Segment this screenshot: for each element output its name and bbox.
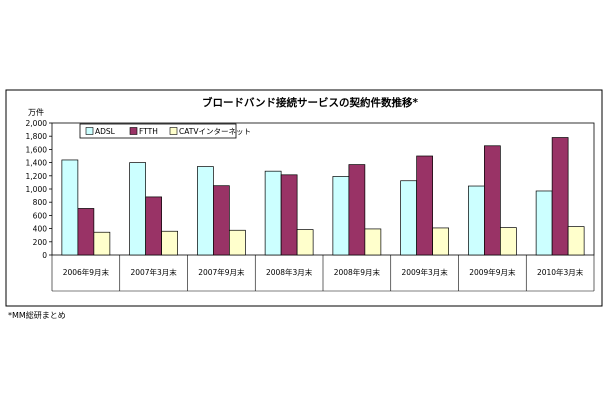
bars [61, 137, 585, 256]
source-note: *MM総研まとめ [8, 311, 66, 320]
bar-adsl-4 [332, 176, 350, 256]
x-tick-label: 2008年9月末 [334, 267, 381, 277]
x-tick-label: 2009年3月末 [401, 267, 448, 277]
y-tick-label: 1,200 [26, 172, 48, 181]
legend-swatch [169, 127, 178, 135]
y-tick-label: 1,800 [26, 132, 48, 141]
bar-ftth-4 [348, 164, 366, 256]
bar-catv-6 [500, 227, 517, 256]
y-tick-label: 2,000 [26, 119, 48, 128]
bar-catv-5 [432, 227, 449, 256]
bar-adsl-7 [535, 190, 553, 256]
legend-box [79, 123, 237, 139]
y-tick-label: 1,600 [26, 145, 48, 154]
y-tick-label: 0 [42, 251, 47, 260]
y-tick-label: 1,000 [26, 185, 48, 194]
bar-ftth-2 [213, 185, 230, 256]
y-axis: 0 200 400 600 800 1,000 1,200 1,400 1,600 1,800 2,… [26, 119, 52, 260]
bar-ftth-7 [551, 137, 569, 256]
legend-label: CATVインターネット [179, 127, 251, 136]
bar-ftth-3 [280, 174, 298, 256]
bar-adsl-3 [264, 170, 282, 256]
x-tick-label: 2010年3月末 [537, 267, 584, 277]
x-tick-label: 2009年9月末 [469, 267, 516, 277]
bar-catv-2 [229, 229, 246, 256]
bar-catv-3 [296, 229, 314, 256]
bar-adsl-1 [129, 162, 146, 256]
legend-label: ADSL [95, 127, 116, 136]
x-axis: 2006年9月末 2007年3月末 2007年9月末 2008年3月末 2008年9月末… [51, 255, 595, 292]
x-tick-label: 2007年9月末 [198, 267, 245, 277]
bar-ftth-6 [484, 145, 501, 256]
bar-catv-1 [161, 230, 178, 256]
y-tick-label: 400 [33, 225, 48, 234]
bar-ftth-0 [77, 208, 95, 256]
x-tick-label: 2007年3月末 [130, 267, 177, 277]
y-tick-label: 200 [33, 238, 48, 247]
bar-ftth-5 [416, 155, 433, 256]
bar-adsl-6 [468, 185, 485, 256]
unit-label: 万件 [28, 107, 44, 117]
bar-ftth-1 [145, 196, 162, 256]
bar-adsl-2 [197, 166, 214, 256]
bar-adsl-5 [400, 180, 417, 256]
legend-swatch [85, 127, 94, 135]
legend: ADSL FTTH CATVインターネット [79, 123, 251, 139]
bar-adsl-0 [61, 159, 79, 256]
bar-catv-4 [364, 228, 382, 256]
legend-swatch [129, 127, 138, 135]
legend-label: FTTH [139, 127, 158, 136]
bar-catv-0 [93, 231, 111, 256]
y-tick-label: 1,400 [26, 159, 48, 168]
x-tick-label: 2006年9月末 [63, 267, 110, 277]
y-tick-label: 800 [33, 198, 48, 207]
bar-catv-7 [567, 226, 585, 256]
x-tick-label: 2008年3月末 [266, 267, 313, 277]
y-tick-label: 600 [33, 211, 48, 220]
chart-title: ブロードバンド接続サービスの契約件数推移* [202, 96, 419, 109]
